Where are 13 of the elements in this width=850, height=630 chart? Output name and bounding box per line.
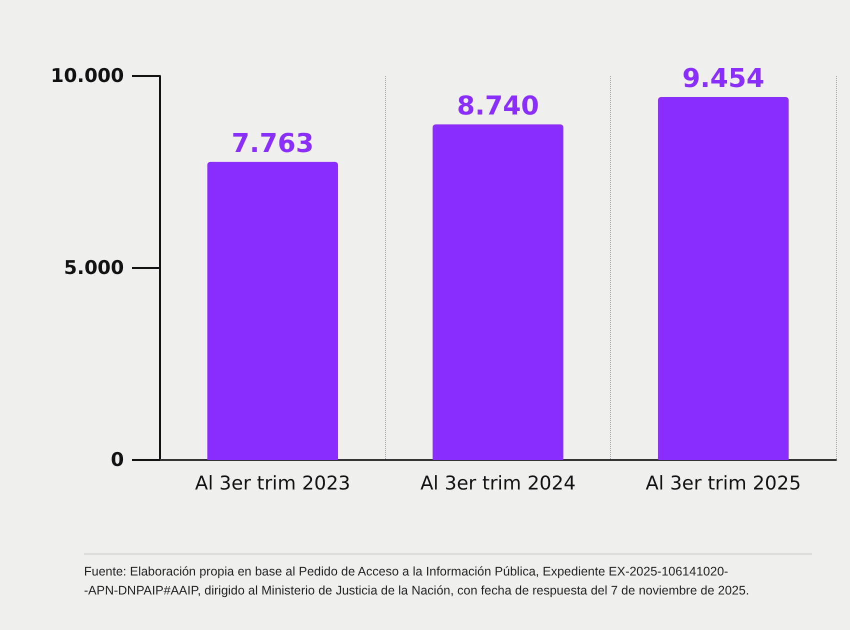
x-tick-label: Al 3er trim 2023	[194, 472, 350, 494]
x-tick-label: Al 3er trim 2025	[646, 472, 802, 494]
data-label: 9.454	[682, 64, 764, 94]
bar	[658, 96, 789, 460]
data-label: 8.740	[456, 91, 540, 122]
source-note: Fuente: Elaboración propia en base al Pedido de Acceso a la Información Pública, Expediente EX-2025-106141020- -APN-DNPAIP#AAIP, dirigido al Ministerio de Justicia de la Nación, con fecha de respuesta del 7 de noviembre de 2025.	[84, 564, 750, 598]
y-tick-label: 0	[110, 449, 124, 471]
x-tick-label: Al 3er trim 2024	[420, 472, 576, 494]
y-tick-label: 5.000	[64, 257, 124, 279]
bar	[207, 162, 338, 460]
data-label: 7.763	[232, 128, 314, 159]
y-tick-label: 10.000	[50, 65, 124, 87]
bar	[432, 124, 564, 460]
